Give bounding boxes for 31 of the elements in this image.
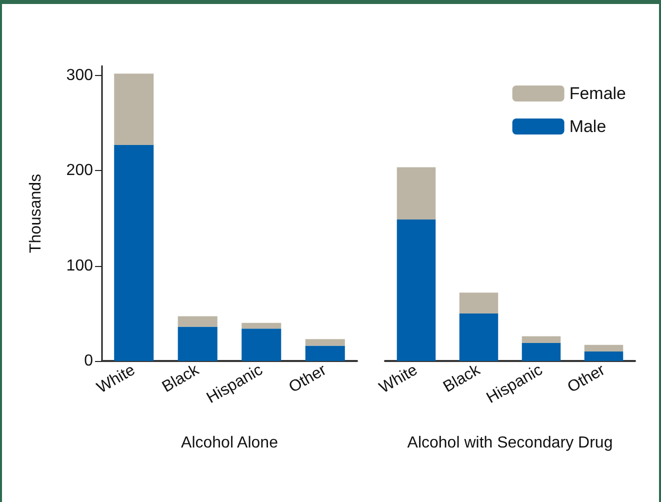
bar <box>178 326 218 361</box>
y-tick-label: 300 <box>66 67 94 84</box>
x-axis-title: Alcohol with Secondary Drug <box>407 434 613 452</box>
bar <box>584 344 624 352</box>
bar <box>459 292 498 314</box>
x-tick-label: Black <box>440 361 484 396</box>
y-tick-label: 100 <box>66 257 94 274</box>
bar <box>459 314 498 361</box>
bar <box>396 167 436 220</box>
bar <box>114 74 154 145</box>
bar <box>305 346 345 361</box>
y-tick-label: 200 <box>66 162 94 180</box>
x-tick-label: Black <box>160 361 203 396</box>
y-axis-title: Thousands <box>28 174 44 254</box>
x-tick-label: Other <box>564 361 609 396</box>
y-tick-label: 0 <box>84 352 94 370</box>
bar <box>522 342 561 361</box>
bar <box>114 144 154 361</box>
bar <box>396 219 436 361</box>
bar <box>242 328 282 361</box>
x-axis-title: Alcohol Alone <box>181 434 278 452</box>
x-tick-label: Other <box>286 361 330 396</box>
bar <box>305 339 345 346</box>
x-tick-label: White <box>376 362 421 397</box>
bar <box>522 336 561 343</box>
legend-label: Male <box>569 117 606 136</box>
bar <box>178 316 218 327</box>
x-tick-label: White <box>94 362 138 397</box>
legend-label: Female <box>569 84 626 103</box>
bar <box>584 352 624 361</box>
bar <box>242 322 282 329</box>
